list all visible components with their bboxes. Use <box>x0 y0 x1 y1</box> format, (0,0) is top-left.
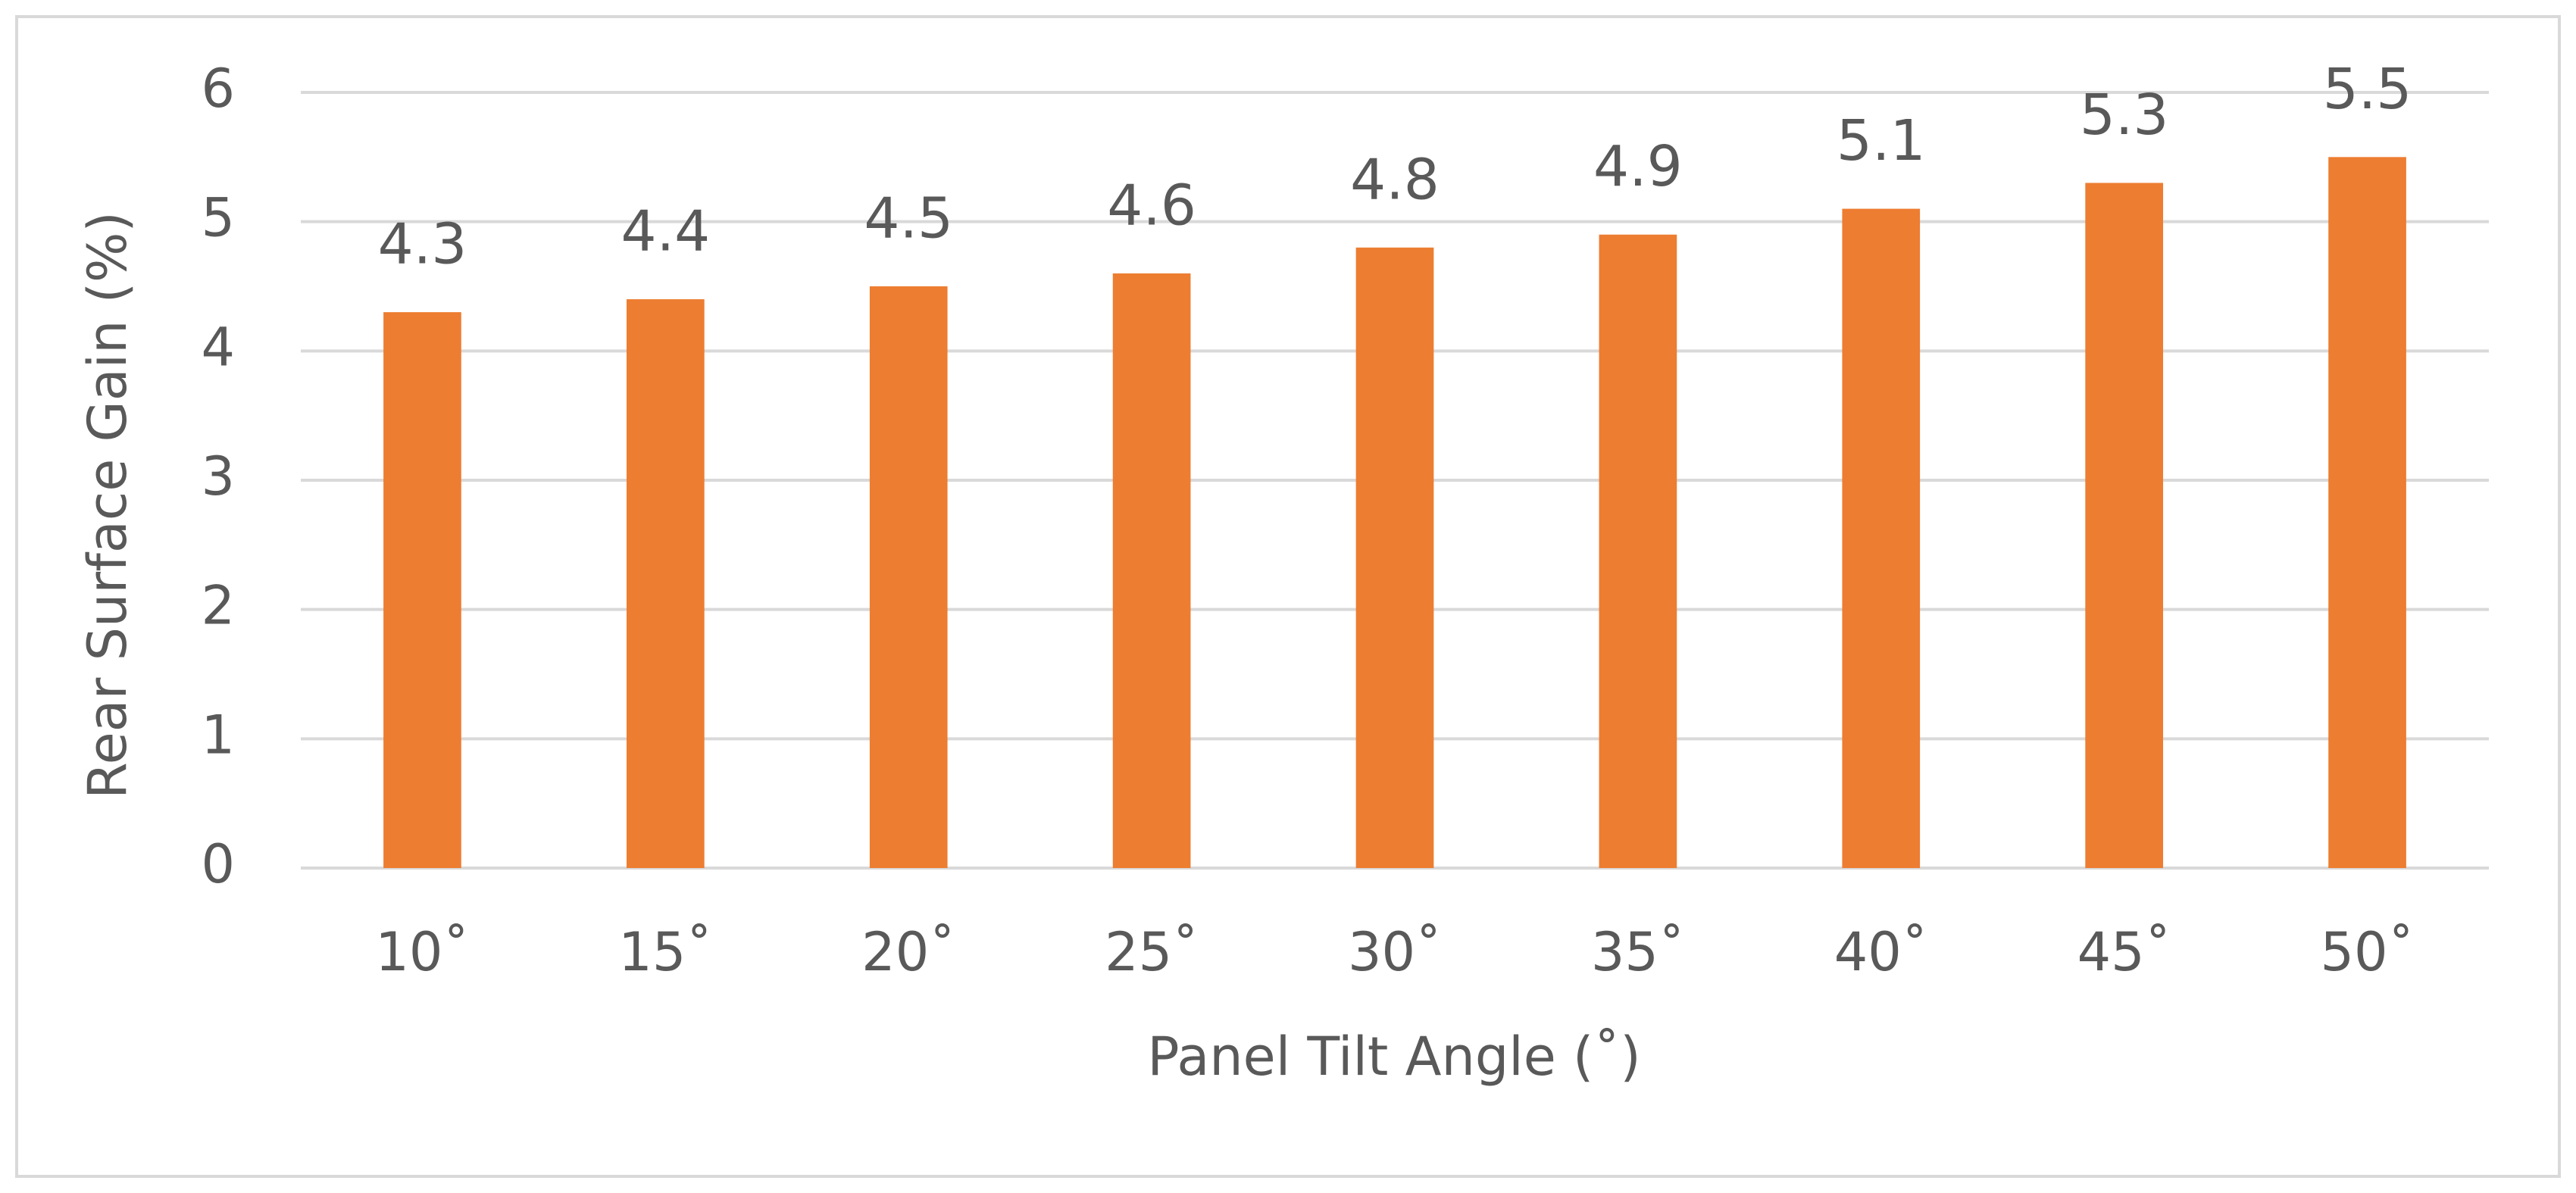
data-label: 4.4 <box>621 199 710 264</box>
y-tick-label: 2 <box>201 575 235 637</box>
bar <box>2085 183 2164 868</box>
data-label: 4.8 <box>1350 147 1440 212</box>
x-tick-label: 30˚ <box>1348 921 1442 983</box>
y-axis-title: Rear Surface Gain (%) <box>77 211 139 799</box>
x-tick-label: 45˚ <box>2077 921 2171 983</box>
data-label: 4.3 <box>378 212 467 277</box>
bar <box>2328 157 2406 869</box>
data-label: 5.5 <box>2323 57 2412 122</box>
x-tick-label: 25˚ <box>1105 921 1199 983</box>
x-tick-label: 40˚ <box>1834 921 1928 983</box>
y-tick-label: 0 <box>201 833 235 895</box>
bar <box>1112 273 1191 868</box>
y-tick-label: 3 <box>201 445 235 507</box>
bar <box>626 299 705 869</box>
y-tick-label: 6 <box>201 58 235 120</box>
x-tick-label: 35˚ <box>1591 921 1685 983</box>
data-label: 4.6 <box>1107 173 1196 238</box>
y-tick-label: 4 <box>201 316 235 378</box>
x-tick-label: 50˚ <box>2321 921 2415 983</box>
bar <box>869 286 948 868</box>
bar <box>1355 247 1434 868</box>
y-tick-label: 5 <box>201 187 235 249</box>
bar <box>1599 234 1677 868</box>
x-tick-label: 20˚ <box>861 921 955 983</box>
x-axis-title: Panel Tilt Angle (˚) <box>1147 1026 1640 1088</box>
data-label: 5.1 <box>1837 108 1926 173</box>
x-tick-label: 10˚ <box>375 921 469 983</box>
bar <box>383 312 461 869</box>
y-tick-label: 1 <box>201 704 235 766</box>
data-label: 4.9 <box>1593 134 1683 199</box>
x-tick-label: 15˚ <box>618 921 712 983</box>
data-label: 5.3 <box>2080 83 2169 148</box>
data-label: 4.5 <box>864 186 953 251</box>
bar <box>1842 208 1921 869</box>
